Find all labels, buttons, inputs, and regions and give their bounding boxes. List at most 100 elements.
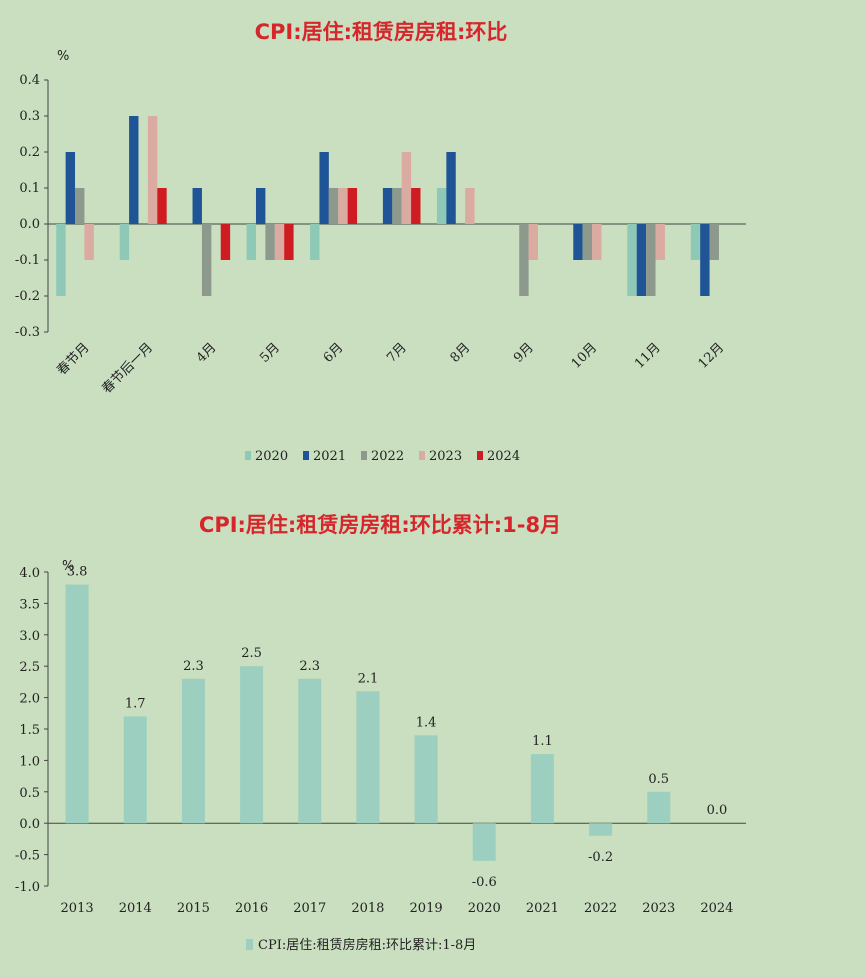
chart2-x-tick-label: 2016: [235, 901, 268, 916]
chart1-bar-2023-7: [528, 224, 539, 260]
chart1-x-tick-label: 11月: [632, 340, 663, 371]
chart2-axes: [44, 571, 746, 887]
chart2-data-label: 0.5: [648, 772, 669, 787]
chart1-bar-2022-5: [392, 188, 402, 224]
chart1-bar-2022-4: [328, 188, 339, 224]
chart1-bar-2023-4: [338, 188, 348, 224]
chart1-legend-swatch-2022: [361, 451, 367, 460]
chart1-bar-2020-1: [119, 224, 130, 260]
chart2-data-label: 2.3: [183, 659, 204, 674]
chart1-y-tick-label: 0.1: [19, 181, 40, 196]
chart2-data-label: 0.0: [707, 803, 728, 818]
monthly-rent-chart: CPI:居住:租赁房房租:环比 % 0.4 0.3 0.2 0.1 0.0 -0.1 -0.…: [15, 20, 746, 464]
chart1-y-tick-label: 0.0: [19, 217, 40, 232]
chart1-bar-2021-3: [255, 188, 266, 224]
chart1-bar-2022-2: [201, 224, 212, 296]
chart1-y-tick-label: 0.2: [19, 145, 40, 160]
chart1-y-tick-label: -0.1: [15, 253, 40, 268]
chart1-bar-2023-8: [592, 224, 602, 260]
chart2-data-label: 2.5: [241, 646, 262, 661]
chart1-bar-2020-6: [436, 188, 447, 224]
chart2-bar-2016: [240, 666, 264, 824]
chart2-y-tick-label: 0.0: [19, 817, 40, 832]
chart1-bar-2021-4: [319, 152, 329, 224]
chart2-x-tick-label: 2019: [410, 901, 443, 916]
chart1-legend-swatch-2021: [303, 451, 309, 460]
chart1-bar-2020-9: [627, 224, 637, 296]
chart1-bar-2020-0: [56, 224, 66, 296]
chart1-bar-2022-9: [646, 224, 656, 296]
chart1-legend-label: 2021: [313, 449, 346, 464]
chart2-x-tick-label: 2017: [293, 901, 326, 916]
chart2-bars: [65, 584, 671, 861]
chart2-y-tick-label: 0.5: [19, 786, 40, 801]
chart1-x-tick-label: 春节后一月: [99, 340, 156, 397]
chart1-title: CPI:居住:租赁房房租:环比: [255, 20, 508, 44]
chart1-unit-label: %: [57, 49, 69, 64]
chart2-data-label: 1.7: [125, 696, 146, 711]
chart2-data-label: 3.8: [67, 565, 88, 580]
chart2-bar-2015: [181, 678, 205, 824]
chart1-bar-2022-8: [582, 224, 593, 260]
chart1-legend-swatch-2023: [419, 451, 425, 460]
chart1-x-tick-label: 9月: [511, 340, 537, 366]
chart1-bar-2024-2: [220, 224, 231, 260]
chart2-y-tick-label: -1.0: [15, 880, 40, 895]
cumulative-rent-chart: CPI:居住:租赁房房租:环比累计:1-8月 % 4.0 3.5 3.0 2.5 2.0…: [15, 513, 746, 953]
chart1-x-tick-label: 7月: [384, 340, 410, 366]
chart2-x-tick-label: 2013: [61, 901, 94, 916]
chart1-bar-2021-6: [446, 152, 456, 224]
chart1-bar-2023-3: [274, 224, 285, 260]
chart1-y-tick-label: -0.2: [15, 289, 40, 304]
chart1-x-tick-label: 8月: [448, 340, 474, 366]
chart1-x-tick-label: 10月: [569, 340, 600, 371]
chart1-bar-2021-8: [573, 224, 583, 260]
chart2-x-tick-label: 2020: [468, 901, 501, 916]
chart2-x-tick-label: 2023: [642, 901, 675, 916]
chart1-bar-2024-5: [411, 188, 421, 224]
chart2-x-tick-label: 2014: [119, 901, 152, 916]
chart2-data-label: 2.1: [358, 671, 379, 686]
chart2-title: CPI:居住:租赁房房租:环比累计:1-8月: [199, 513, 561, 537]
chart2-bar-2020: [472, 823, 496, 861]
chart2-bar-2017: [298, 678, 322, 824]
chart2-x-tick-label: 2015: [177, 901, 210, 916]
chart2-data-label: -0.6: [472, 875, 497, 890]
chart2-y-tick-label: -0.5: [15, 849, 40, 864]
chart2-data-label: 1.4: [416, 715, 437, 730]
chart2-legend-label: CPI:居住:租赁房房租:环比累计:1-8月: [258, 937, 476, 953]
chart2-y-tick-label: 1.0: [19, 754, 40, 769]
chart2-legend-swatch: [246, 939, 253, 950]
chart2-bar-2023: [647, 791, 671, 824]
chart1-y-tick-label: 0.3: [19, 109, 40, 124]
chart1-bar-2021-1: [129, 116, 139, 224]
chart1-legend-label: 2020: [255, 449, 288, 464]
chart1-x-tick-label: 6月: [321, 340, 347, 366]
chart2-tick-labels: 4.0 3.5 3.0 2.5 2.0 1.5 1.0 0.5 0.0 -0.5 -1.0 3.8 20…: [15, 565, 734, 916]
chart2-bar-2019: [414, 735, 438, 824]
chart1-bar-2024-4: [347, 188, 358, 224]
chart1-x-tick-label: 4月: [194, 340, 220, 366]
chart1-bar-2023-6: [465, 188, 475, 224]
chart1-bar-2023-5: [401, 152, 412, 224]
chart1-bar-2021-2: [192, 188, 202, 224]
chart1-y-tick-label: -0.3: [15, 325, 40, 340]
chart2-bar-2022: [589, 823, 613, 836]
chart2-bar-2013: [65, 584, 89, 824]
chart1-x-tick-label: 5月: [257, 340, 283, 366]
chart2-y-tick-label: 3.5: [19, 597, 40, 612]
chart1-bar-2024-3: [284, 224, 294, 260]
chart1-x-tick-label: 春节月: [54, 340, 92, 378]
chart2-data-label: -0.2: [588, 850, 613, 865]
chart2-bar-2014: [123, 716, 147, 824]
chart2-x-tick-label: 2021: [526, 901, 559, 916]
chart2-data-label: 1.1: [532, 734, 553, 749]
chart1-bar-2023-9: [655, 224, 665, 260]
chart2-x-tick-label: 2018: [351, 901, 384, 916]
chart2-y-tick-label: 3.0: [19, 629, 40, 644]
chart1-legend-label: 2024: [487, 449, 520, 464]
chart1-legend-label: 2022: [371, 449, 404, 464]
chart1-legend: 2020 2021 2022 2023 2024: [245, 449, 520, 464]
